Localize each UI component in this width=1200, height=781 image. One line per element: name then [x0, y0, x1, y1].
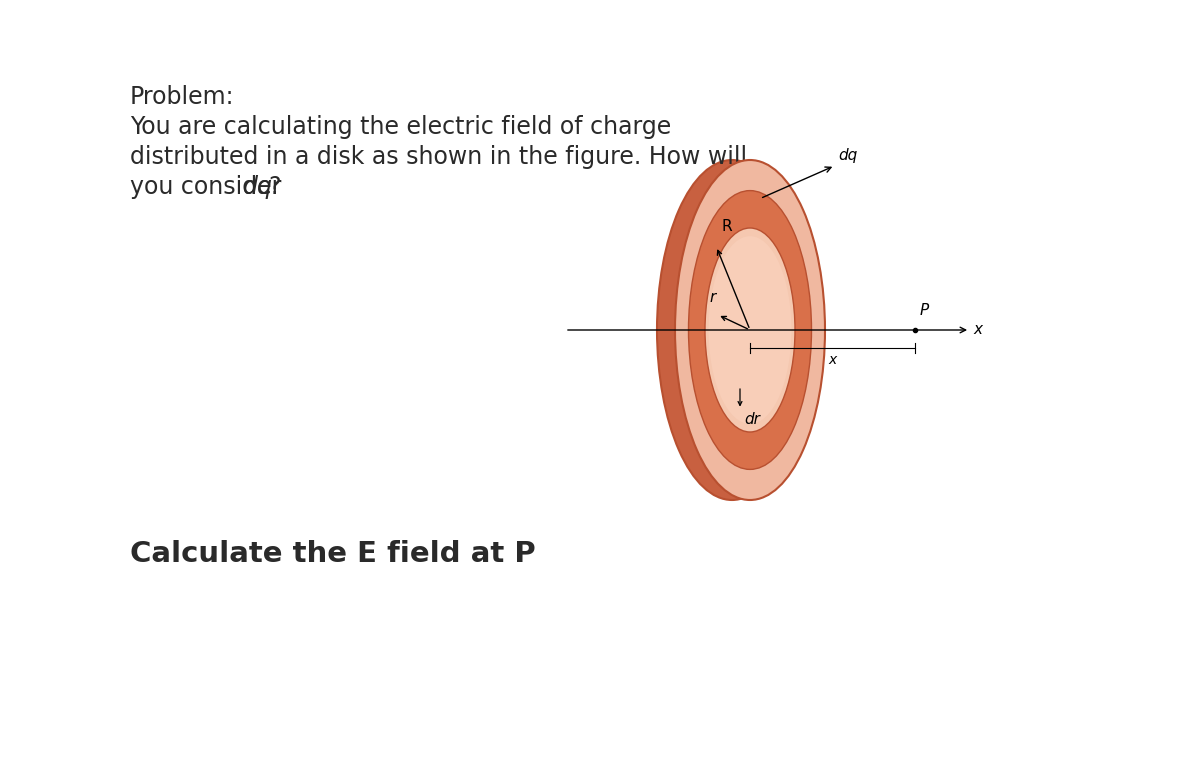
Ellipse shape	[708, 236, 792, 424]
Text: you consider: you consider	[130, 175, 289, 199]
Text: x: x	[828, 353, 836, 367]
Text: You are calculating the electric field of charge: You are calculating the electric field o…	[130, 115, 671, 139]
Text: ?: ?	[268, 175, 281, 199]
Text: dr: dr	[744, 412, 760, 426]
Text: Calculate the E field at P: Calculate the E field at P	[130, 540, 535, 568]
Ellipse shape	[706, 228, 796, 432]
Ellipse shape	[674, 160, 826, 500]
Text: r: r	[709, 290, 715, 305]
Text: Problem:: Problem:	[130, 85, 234, 109]
Text: x: x	[973, 323, 982, 337]
Ellipse shape	[658, 160, 808, 500]
Text: P: P	[920, 303, 929, 318]
Text: dq: dq	[838, 148, 857, 162]
Text: distributed in a disk as shown in the figure. How will: distributed in a disk as shown in the fi…	[130, 145, 748, 169]
Text: dq: dq	[242, 175, 274, 199]
Text: R: R	[721, 219, 732, 234]
Ellipse shape	[689, 191, 811, 469]
